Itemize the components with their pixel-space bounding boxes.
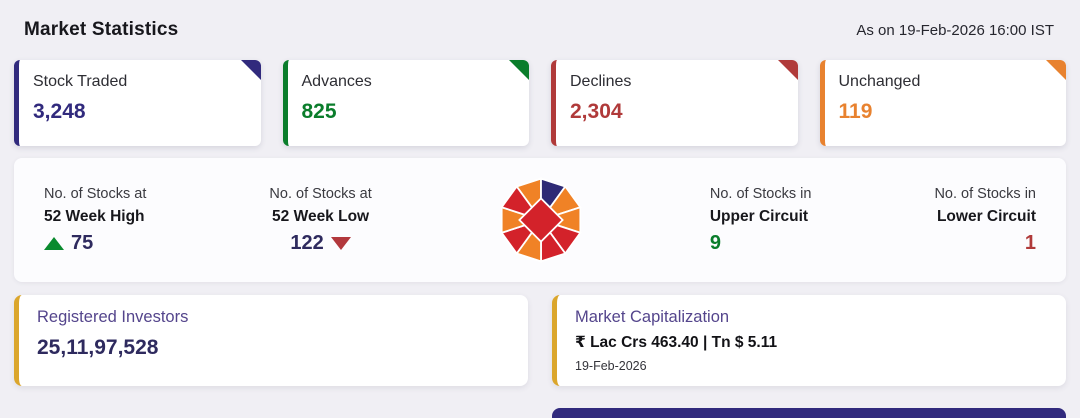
- page-title: Market Statistics: [24, 19, 179, 40]
- stat-upper-circuit[interactable]: No. of Stocks in Upper Circuit 9: [710, 186, 812, 255]
- folded-corner-decoration: [240, 60, 261, 80]
- stat-value: 9: [709, 231, 721, 254]
- card-value: 825: [301, 100, 337, 123]
- stat-caption: No. of Stocks in: [709, 185, 812, 202]
- down-triangle-icon: [330, 236, 351, 250]
- info-title: Registered Investors: [37, 308, 189, 326]
- card-value: 3,248: [33, 100, 86, 123]
- stat-title: Lower Circuit: [936, 207, 1036, 225]
- card-label: Advances: [301, 73, 372, 90]
- stat-52-week-high[interactable]: No. of Stocks at 52 Week High 75: [44, 186, 146, 255]
- card-market-capitalization[interactable]: Market Capitalization ₹ Lac Crs 463.40 |…: [552, 295, 1066, 386]
- stocks-stats-strip: No. of Stocks at 52 Week High 75 No. of …: [14, 158, 1066, 282]
- stat-caption: No. of Stocks at: [44, 185, 147, 202]
- stat-value: 122: [290, 231, 324, 254]
- card-advances[interactable]: Advances 825: [282, 60, 529, 146]
- as-on-timestamp: As on 19-Feb-2026 16:00 IST: [856, 21, 1054, 39]
- info-value: 25,11,97,528: [37, 336, 159, 359]
- folded-corner-decoration: [777, 60, 798, 80]
- card-label: Stock Traded: [33, 73, 128, 90]
- card-value: 2,304: [570, 100, 623, 123]
- card-stock-traded[interactable]: Stock Traded 3,248: [14, 60, 261, 146]
- next-section-header-peek: [552, 408, 1066, 418]
- summary-cards-row: Stock Traded 3,248 Advances 825 Declines…: [14, 60, 1066, 146]
- up-triangle-icon: [44, 236, 64, 250]
- stat-title: Upper Circuit: [709, 207, 809, 225]
- folded-corner-decoration: [509, 60, 529, 80]
- stat-caption: No. of Stocks in: [934, 185, 1036, 202]
- card-unchanged[interactable]: Unchanged 119: [819, 60, 1066, 146]
- bse-logo-graphic: [500, 177, 582, 263]
- card-label: Unchanged: [838, 73, 921, 90]
- stat-title: 52 Week Low: [272, 207, 370, 225]
- card-value: 119: [838, 100, 873, 123]
- peek-spacer: [14, 408, 528, 418]
- market-cap-date: 19-Feb-2026: [575, 359, 647, 373]
- folded-corner-decoration: [1046, 60, 1066, 80]
- market-cap-value: ₹ Lac Crs 463.40 | Tn $ 5.11: [575, 334, 778, 351]
- bottom-cards-row: Registered Investors 25,11,97,528 Market…: [14, 295, 1066, 386]
- stat-52-week-low[interactable]: No. of Stocks at 52 Week Low 122: [269, 186, 371, 255]
- stat-value: 1: [1024, 231, 1036, 254]
- stat-title: 52 Week High: [44, 207, 145, 225]
- stat-caption: No. of Stocks at: [269, 185, 372, 202]
- stat-lower-circuit[interactable]: No. of Stocks in Lower Circuit 1: [934, 186, 1036, 255]
- bse-logo: [495, 174, 587, 266]
- info-title: Market Capitalization: [575, 308, 730, 326]
- header: Market Statistics As on 19-Feb-2026 16:0…: [14, 0, 1066, 60]
- card-registered-investors[interactable]: Registered Investors 25,11,97,528: [14, 295, 528, 386]
- card-label: Declines: [570, 73, 632, 90]
- stat-value: 75: [71, 231, 94, 254]
- card-declines[interactable]: Declines 2,304: [551, 60, 798, 146]
- next-section-peek-row: [14, 408, 1066, 418]
